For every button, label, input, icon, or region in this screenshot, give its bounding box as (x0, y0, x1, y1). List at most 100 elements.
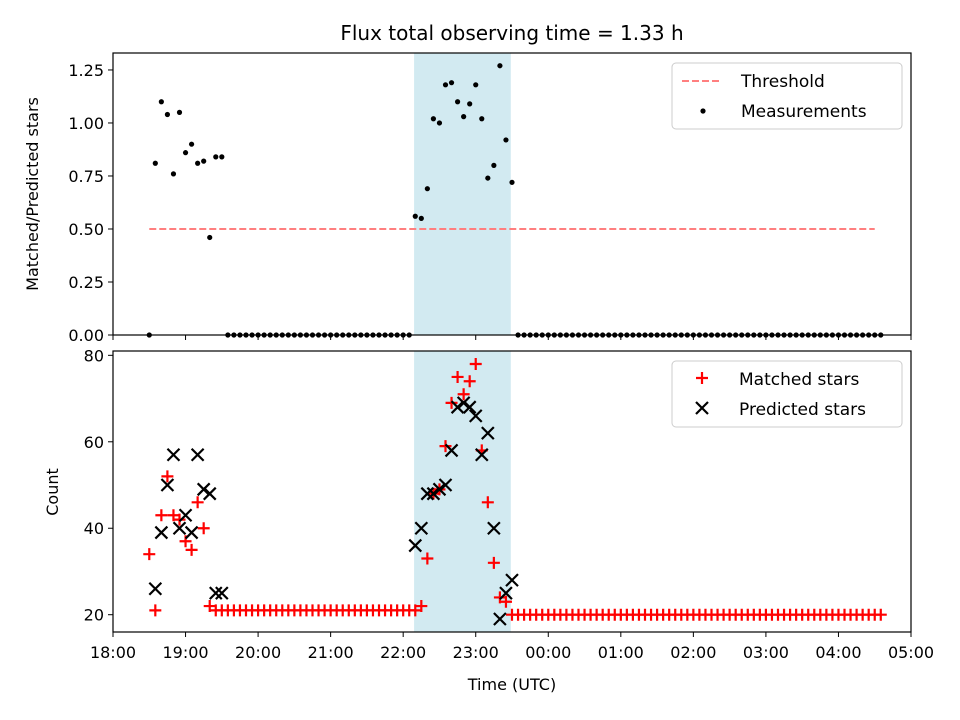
bottom-y-axis-label: Count (43, 468, 62, 516)
bottom-x-tick-label: 22:00 (380, 643, 426, 662)
bottom-x-tick-label: 20:00 (235, 643, 281, 662)
predicted-star-point (481, 426, 495, 440)
bottom-x-tick-label: 03:00 (743, 643, 789, 662)
legend-predicted-label: Predicted stars (739, 400, 866, 420)
predicted-star-point (184, 525, 199, 540)
matched-star-point (463, 375, 476, 388)
measurement-point (509, 179, 515, 185)
bottom-y-tick-label: 80 (84, 346, 104, 365)
predicted-star-point (474, 447, 489, 462)
measurement-point (491, 162, 497, 168)
predicted-star-point (444, 443, 459, 458)
predicted-star-point (154, 525, 169, 540)
matched-star-point (499, 595, 512, 608)
predicted-star-point (487, 521, 501, 536)
matched-star-point (403, 604, 416, 617)
bottom-y-tick-label: 20 (84, 606, 104, 625)
top-y-axis-label: Matched/Predicted stars (23, 97, 42, 291)
top-axis-ticks: 0.00 0.25 0.50 0.75 1.00 1.25 (68, 61, 912, 345)
legend-measurement-swatch (700, 108, 706, 114)
top-legend-box (671, 62, 903, 130)
top-y-tick-label: 1.25 (68, 61, 104, 80)
x-axis-label: Time (UTC) (467, 675, 556, 694)
measurement-point (219, 154, 225, 160)
measurement-point (195, 160, 201, 166)
bottom-x-tick-label: 18:00 (90, 643, 136, 662)
matched-star-point (874, 608, 887, 621)
bottom-x-tick-label: 02:00 (670, 643, 716, 662)
legend-predicted-swatch (695, 401, 709, 415)
bottom-x-tick-label: 01:00 (598, 643, 644, 662)
measurement-point (430, 116, 437, 122)
predicted-star-point (462, 400, 477, 414)
bottom-x-tick-label: 23:00 (453, 643, 499, 662)
bottom-y-tick-label: 40 (84, 519, 104, 538)
bottom-legend-box (671, 360, 903, 428)
measurement-point (497, 63, 503, 69)
predicted-star-point (450, 400, 465, 414)
matched-star-point (445, 396, 458, 409)
bottom-plot-frame (112, 350, 912, 633)
matched-star-point (469, 357, 482, 370)
matched-star-point (197, 522, 210, 535)
predicted-star-point (456, 396, 471, 410)
legend-matched-label: Matched stars (739, 370, 859, 390)
measurement-point (473, 82, 479, 88)
predicted-star-point (426, 486, 441, 501)
predicted-star-point (438, 478, 453, 492)
bottom-x-tick-label: 21:00 (308, 643, 354, 662)
matched-star-point (439, 440, 452, 453)
predicted-star-point (190, 447, 205, 462)
measurement-point (424, 186, 430, 192)
predicted-star-point (172, 521, 187, 536)
legend-matched-swatch (696, 372, 708, 384)
matched-star-points (143, 357, 887, 621)
bottom-x-tick-label: 05:00 (888, 643, 934, 662)
predicted-star-points (148, 396, 519, 626)
measurement-point (467, 101, 473, 107)
bottom-x-tick-label: 04:00 (815, 643, 861, 662)
chart-title: Flux total observing time = 1.33 h (340, 21, 683, 45)
measurement-point (188, 141, 195, 147)
matched-star-point (179, 535, 192, 548)
top-y-tick-label: 0.00 (68, 326, 104, 345)
matched-star-point (155, 509, 168, 522)
predicted-star-point (505, 573, 519, 587)
bottom-axis-ticks: 20 40 60 80 18:00 19:00 20:00 21:00 22:00 23:00 00… (84, 346, 934, 662)
matched-star-point (451, 370, 464, 383)
measurement-point (207, 234, 213, 241)
top-highlight-window (414, 53, 511, 335)
measurement-point (164, 111, 171, 118)
top-legend: Threshold Measurements (671, 62, 903, 130)
bottom-x-tick-label: 19:00 (162, 643, 208, 662)
matched-star-point (481, 496, 494, 509)
measurement-point (158, 99, 164, 105)
predicted-star-point (148, 581, 163, 596)
bottom-panel: 20 40 60 80 18:00 19:00 20:00 21:00 22:00 23:00 00… (43, 346, 934, 694)
predicted-star-point (215, 586, 229, 600)
measurement-point (448, 80, 455, 86)
top-plot-frame (112, 52, 912, 336)
measurement-point (412, 213, 418, 219)
matched-star-point (143, 548, 156, 561)
measurement-point (485, 175, 491, 181)
measurement-point (503, 137, 509, 143)
predicted-star-point (408, 538, 423, 553)
predicted-star-point (196, 482, 211, 497)
matched-star-point (161, 470, 174, 483)
predicted-star-point (432, 482, 447, 497)
bottom-y-tick-label: 60 (84, 433, 104, 452)
matched-star-point (457, 388, 470, 401)
measurement-point (454, 99, 461, 105)
measurement-point (436, 120, 443, 126)
measurement-point (461, 114, 467, 120)
predicted-star-point (202, 486, 217, 501)
measurement-point (182, 150, 189, 156)
top-y-tick-label: 1.00 (68, 114, 104, 133)
matched-star-point (203, 600, 216, 613)
matched-star-point (167, 509, 180, 522)
predicted-star-point (468, 409, 483, 423)
predicted-star-point (178, 508, 193, 523)
matched-star-point (191, 496, 204, 509)
